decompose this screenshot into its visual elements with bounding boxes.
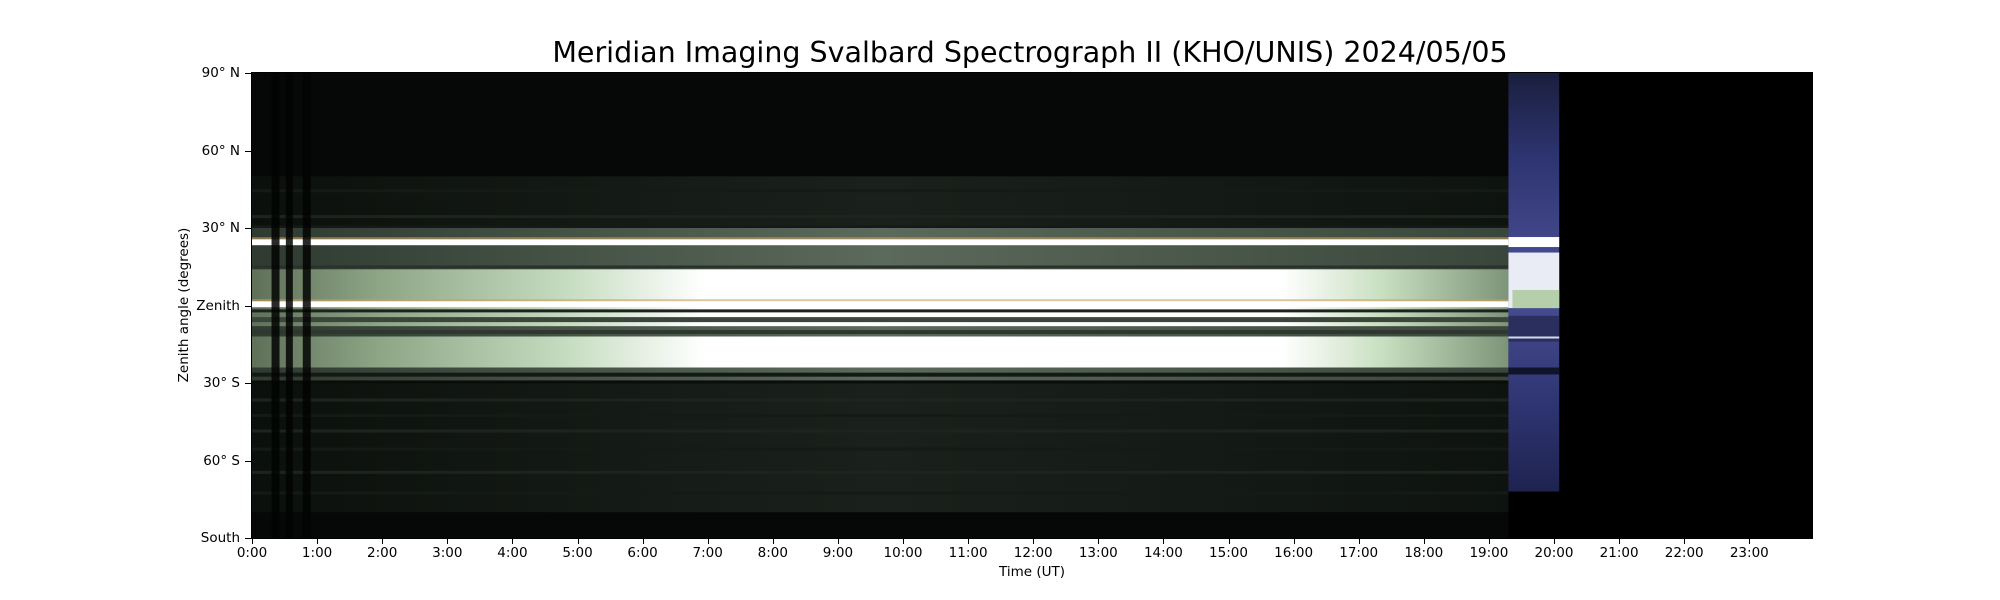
dropout-streak [285,73,293,538]
dark-gap-line [252,317,1509,323]
y-tick-label: South [200,530,240,546]
dark-gap-line [252,380,1509,384]
x-tick-label: 13:00 [1078,545,1118,561]
dark-gap-line [252,330,1509,335]
x-tick-label: 6:00 [627,545,658,561]
x-tick-label: 12:00 [1013,545,1053,561]
dropout-streak [302,73,311,538]
x-tick [642,538,644,544]
faint-band-line [252,447,1509,451]
x-tick [903,538,904,544]
x-tick [382,538,384,544]
x-tick [1554,538,1555,544]
bright-line-fringe [252,237,1509,240]
x-tick-label: 21:00 [1599,545,1639,561]
plot-area [252,73,1812,538]
x-tick [1423,538,1425,544]
y-tick-label: 30° S [203,375,240,391]
x-tick [447,538,449,544]
x-tick-label: 5:00 [562,545,593,561]
x-tick [772,538,774,544]
spectrogram-image [252,73,1560,538]
x-tick [512,538,514,544]
x-tick [252,538,253,544]
x-tick [577,538,579,544]
x-tick [1358,538,1360,544]
blue-segment-bright-line [1508,237,1560,248]
blue-segment-thin-line [1508,336,1560,339]
faint-band-line [252,189,1509,193]
y-tick [245,460,251,462]
faint-band-line [252,470,1509,474]
x-tick [1749,538,1751,544]
faint-band-line [252,429,1509,433]
bright-line [252,239,1509,246]
x-tick-label: 8:00 [757,545,788,561]
x-tick-label: 3:00 [432,545,463,561]
bright-line-fringe [252,299,1509,302]
y-tick-label: Zenith [196,297,240,314]
dark-gap-line [252,372,1509,377]
y-tick-label: 60° S [203,452,240,469]
faint-band-line [252,414,1509,417]
x-tick-label: 20:00 [1534,545,1574,561]
x-tick-label: 18:00 [1404,545,1444,561]
chart-title: Meridian Imaging Svalbard Spectrograph I… [552,36,1508,69]
dark-gap-line [252,265,1509,269]
y-tick [245,73,251,74]
x-tick [1228,538,1230,544]
faint-band-line [252,398,1509,402]
x-tick [968,538,970,544]
y-axis-label: Zenith angle (degrees) [176,227,192,383]
y-tick [245,305,251,307]
x-tick-label: 1:00 [301,545,333,561]
y-tick [245,538,251,539]
x-tick [837,538,839,544]
x-tick-label: 9:00 [822,545,854,561]
x-tick-label: 15:00 [1209,545,1248,561]
x-tick [1293,538,1295,544]
x-tick [1488,538,1490,544]
x-tick [707,538,709,544]
x-tick-label: 14:00 [1143,545,1183,561]
y-tick-label: 30° N [201,220,240,236]
x-axis-label: Time (UT) [999,564,1065,580]
faint-band-line [252,215,1509,219]
x-tick-label: 2:00 [367,545,398,561]
y-tick [245,228,251,229]
dark-gap-line [252,309,1509,313]
x-tick-label: 23:00 [1729,545,1769,561]
faint-band-line [252,491,1509,495]
y-tick [245,383,251,384]
blue-segment-dark-line [1508,367,1560,375]
x-tick-label: 17:00 [1339,545,1379,561]
faint-band-line [252,225,1509,229]
x-tick [1163,538,1165,544]
daylight-band [252,336,1509,368]
daylight-band [252,269,1509,327]
x-tick-label: 0:00 [236,545,268,561]
x-tick-label: 10:00 [883,545,923,561]
x-tick-label: 7:00 [692,545,723,561]
y-tick-label: 60° N [201,142,240,159]
x-tick-label: 22:00 [1664,545,1704,561]
dropout-streak [271,73,280,538]
x-tick-label: 19:00 [1469,545,1509,561]
x-tick [1098,538,1100,544]
x-tick [1033,538,1035,544]
x-tick [1619,538,1621,544]
bright-line [252,301,1509,308]
x-tick-label: 16:00 [1274,545,1314,561]
x-tick [1684,538,1686,544]
x-tick-label: 11:00 [948,545,988,561]
blue-segment-green-patch [1512,290,1560,309]
x-tick-label: 4:00 [497,545,528,561]
y-tick [245,150,251,152]
y-tick-label: 90° N [201,65,240,81]
x-tick [317,538,319,544]
